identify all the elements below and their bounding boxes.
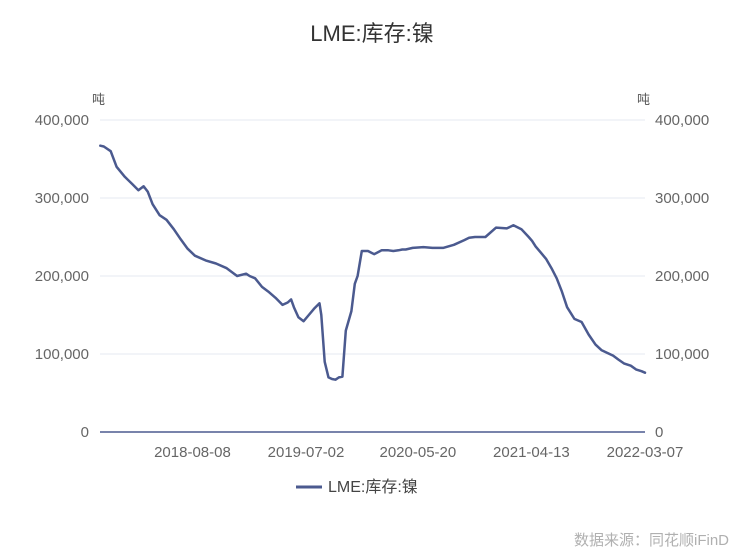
y-tick-label-left: 200,000	[35, 268, 89, 285]
right-y-axis: 0 100,000 200,000 300,000 400,000	[655, 112, 709, 441]
x-axis: 2018-08-08 2019-07-02 2020-05-20 2021-04-13…	[154, 444, 683, 461]
y-tick-label-right: 200,000	[655, 268, 709, 285]
legend[interactable]: LME:库存:镍	[296, 478, 418, 496]
left-y-axis: 0 100,000 200,000 300,000 400,000	[35, 112, 89, 441]
gridlines	[100, 119, 645, 433]
data-source: 数据来源：同花顺iFinD	[574, 532, 729, 549]
right-unit-label: 吨	[637, 92, 650, 107]
y-tick-label-right: 100,000	[655, 346, 709, 363]
y-tick-label-left: 0	[81, 424, 89, 441]
x-tick-label: 2022-03-07	[607, 444, 684, 461]
series-group	[99, 144, 647, 381]
y-tick-label-left: 400,000	[35, 112, 89, 129]
x-tick-label: 2018-08-08	[154, 444, 231, 461]
y-tick-label-right: 400,000	[655, 112, 709, 129]
legend-label: LME:库存:镍	[328, 478, 418, 496]
left-unit-label: 吨	[92, 92, 105, 107]
x-tick-label: 2020-05-20	[379, 444, 456, 461]
y-tick-label-right: 0	[655, 424, 663, 441]
x-tick-label: 2019-07-02	[268, 444, 345, 461]
y-tick-label-left: 300,000	[35, 190, 89, 207]
x-tick-label: 2021-04-13	[493, 444, 570, 461]
y-tick-label-right: 300,000	[655, 190, 709, 207]
series-line	[99, 144, 647, 381]
y-tick-label-left: 100,000	[35, 346, 89, 363]
chart-title: LME:库存:镍	[310, 21, 433, 46]
